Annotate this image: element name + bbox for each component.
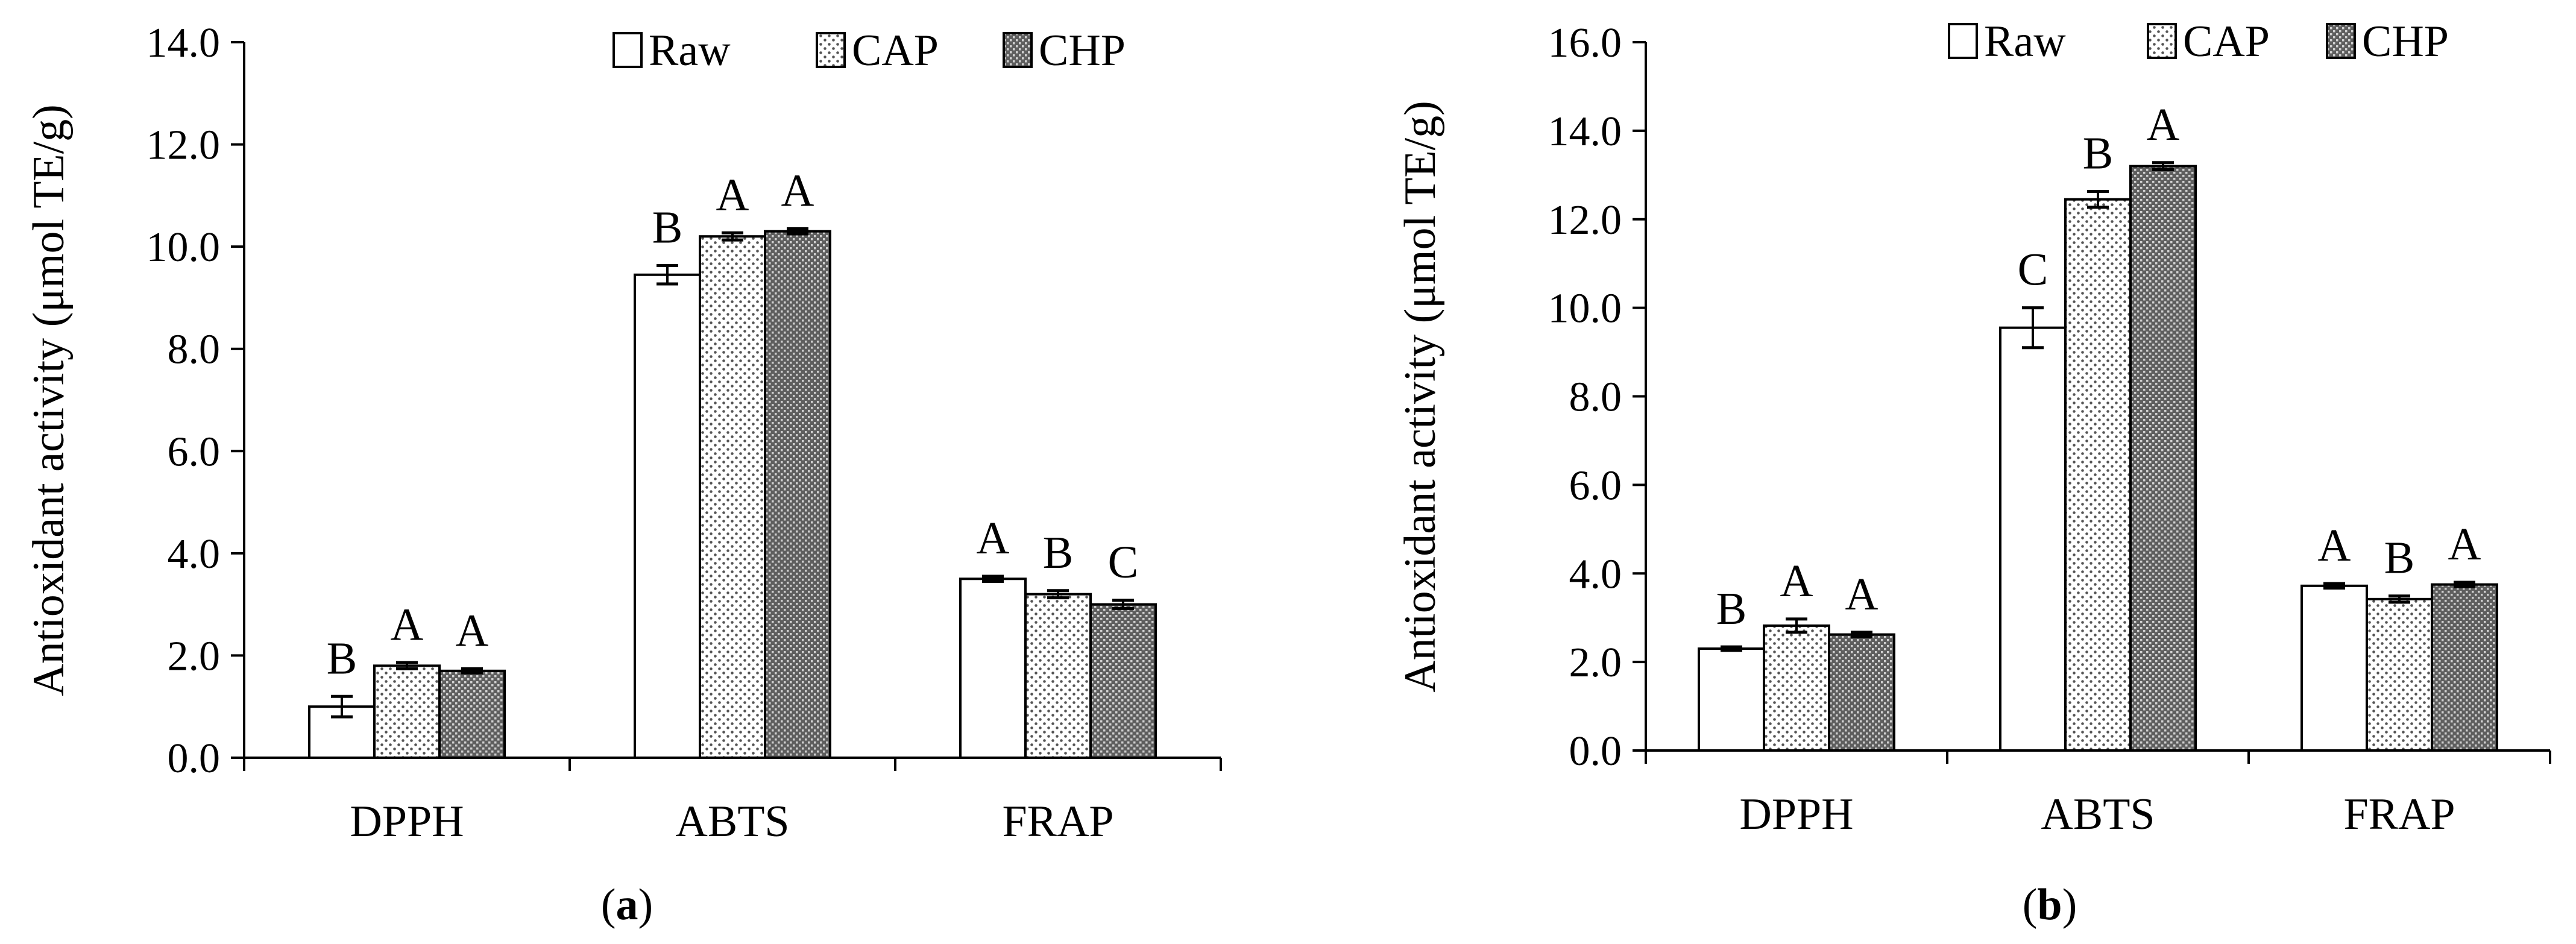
significance-letter: B: [2384, 533, 2415, 584]
bar-raw-abts: [634, 273, 701, 759]
legend-swatch-raw: [1948, 23, 1978, 59]
y-tick-label: 4.0: [168, 531, 221, 577]
category-label: DPPH: [1739, 790, 1853, 839]
y-tick-label: 10.0: [1548, 286, 1622, 332]
y-tick-label: 8.0: [168, 327, 221, 373]
legend-panel-b: Raw CAP CHP: [1948, 17, 2449, 66]
legend-item-chp: CHP: [1003, 26, 1126, 75]
legend-label-chp: CHP: [1039, 26, 1126, 75]
y-ticks-panel-b: 0.0 2.0 4.0 6.0 8.0 10.0 12.0 14.0 16.0: [1548, 20, 2551, 775]
significance-letter: B: [2083, 128, 2114, 178]
category-label: ABTS: [2041, 790, 2155, 839]
y-tick-label: 14.0: [146, 20, 221, 66]
panel-caption-b: (b): [2023, 880, 2077, 930]
significance-letter: A: [2448, 519, 2481, 570]
legend-item-cap: CAP: [816, 26, 939, 75]
panel-label-a: (a): [601, 880, 653, 930]
legend-item-chp: CHP: [2326, 17, 2449, 66]
significance-letter: A: [716, 169, 749, 220]
category-label: DPPH: [350, 797, 464, 846]
significance-letter: A: [1780, 556, 1813, 606]
category-label: ABTS: [675, 797, 789, 846]
category-labels-panel-b: DPPH ABTS FRAP: [1739, 790, 2455, 839]
y-tick-label: 8.0: [1569, 374, 1622, 421]
significance-letter: A: [1845, 569, 1878, 620]
bar-chp-abts: [764, 230, 831, 759]
significance-letter: A: [2147, 99, 2180, 150]
legend-panel-a: Raw CAP CHP: [613, 26, 1126, 75]
bar-raw-dpph: [1698, 647, 1765, 752]
bar-cap-frap: [2366, 597, 2433, 752]
bar-chp-frap: [1089, 603, 1157, 760]
bar-cap-frap: [1024, 593, 1092, 760]
y-ticks-panel-a: 0.0 2.0 4.0 6.0 8.0 10.0 12.0 14.0: [146, 20, 1222, 782]
bar-cap-abts: [2064, 198, 2132, 752]
legend-swatch-cap: [2147, 23, 2177, 59]
category-labels-panel-a: DPPH ABTS FRAP: [350, 797, 1113, 846]
significance-letter: C: [1108, 537, 1139, 588]
bar-chp-abts: [2129, 165, 2197, 752]
y-tick-label: 12.0: [1548, 197, 1622, 244]
significance-letter: A: [2318, 520, 2351, 571]
chart-panel-a: 0.02.04.06.08.010.012.014.0 BA ABA AA B C DP…: [24, 20, 1222, 930]
y-tick-label: 14.0: [1548, 109, 1622, 155]
y-tick-label: 2.0: [168, 633, 221, 679]
bar-raw-frap: [959, 577, 1027, 759]
significance-letter: A: [391, 599, 424, 650]
y-tick-label: 6.0: [168, 429, 221, 475]
bar-raw-abts: [1999, 326, 2067, 752]
bar-cap-dpph: [1763, 624, 1830, 752]
significance-letter: A: [781, 165, 814, 216]
y-tick-label: 0.0: [1569, 728, 1622, 775]
panel-label-b: (b): [2023, 880, 2077, 930]
legend-label-raw: Raw: [649, 26, 731, 75]
y-tick-label: 12.0: [146, 122, 221, 169]
significance-letter: C: [2018, 245, 2049, 295]
bar-cap-abts: [699, 235, 766, 759]
legend-item-raw: Raw: [613, 26, 731, 75]
significance-letter: A: [456, 605, 489, 656]
y-tick-label: 0.0: [168, 735, 221, 782]
significance-letter: B: [1716, 584, 1747, 634]
legend-swatch-chp: [2326, 23, 2356, 59]
significance-letter: B: [327, 633, 357, 684]
legend-swatch-cap: [816, 32, 846, 68]
bars-panel-a: BA ABA AA B C: [308, 165, 1157, 760]
bar-cap-dpph: [373, 664, 441, 760]
bar-chp-dpph: [438, 669, 506, 759]
legend-swatch-chp: [1003, 32, 1033, 68]
legend-swatch-raw: [613, 32, 643, 68]
category-label: FRAP: [2343, 790, 2455, 839]
y-tick-label: 4.0: [1569, 551, 1622, 597]
legend-item-cap: CAP: [2147, 17, 2270, 66]
panel-caption-a: (a): [601, 880, 653, 930]
significance-letter: B: [652, 203, 683, 253]
significance-letter: B: [1043, 527, 1074, 578]
y-axis-title-panel-a: Antioxidant activity (μmol TE/g): [24, 104, 74, 696]
bar-chp-frap: [2431, 583, 2498, 752]
y-axis-title-panel-b: Antioxidant activity (μmol TE/g): [1396, 101, 1445, 693]
category-label: FRAP: [1002, 797, 1113, 846]
significance-letter: A: [977, 513, 1010, 564]
y-tick-label: 16.0: [1548, 20, 1622, 66]
legend-label-chp: CHP: [2362, 17, 2449, 66]
legend-label-cap: CAP: [2183, 17, 2270, 66]
y-tick-label: 10.0: [146, 224, 221, 271]
bar-raw-frap: [2300, 584, 2368, 752]
legend-label-raw: Raw: [1984, 17, 2066, 66]
legend-label-cap: CAP: [852, 26, 939, 75]
bar-chp-dpph: [1828, 633, 1895, 752]
legend-item-raw: Raw: [1948, 17, 2066, 66]
y-tick-label: 6.0: [1569, 462, 1622, 509]
y-tick-label: 2.0: [1569, 640, 1622, 686]
